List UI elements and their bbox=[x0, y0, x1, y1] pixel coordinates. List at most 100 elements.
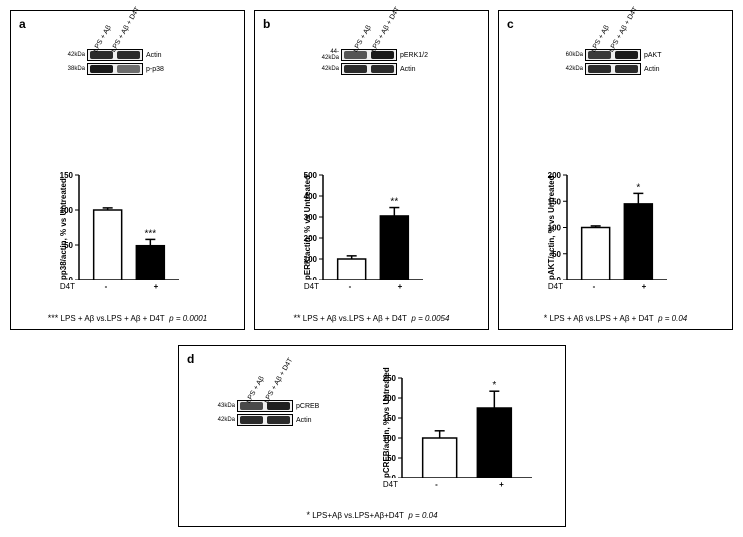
blot-band bbox=[117, 65, 140, 73]
panel-a-stars: *** bbox=[48, 313, 59, 323]
bar-chart-svg: 050100150*** bbox=[51, 161, 185, 280]
x-axis-row: D4T - + bbox=[539, 282, 673, 291]
protein-label: Actin bbox=[293, 417, 312, 424]
panel-b-chart: pERK/actin, % vs Untreated01002003004005… bbox=[295, 161, 429, 291]
x-tick-label: + bbox=[386, 282, 414, 291]
svg-text:**: ** bbox=[390, 197, 398, 208]
panel-c: c LPS + AβLPS + Aβ + D4T60kDapAKT42kDaAc… bbox=[498, 10, 733, 330]
x-tick-label: + bbox=[485, 480, 519, 489]
blot-strip bbox=[237, 414, 293, 426]
blot-band bbox=[615, 65, 638, 73]
panel-b-pvalue: p = 0.0054 bbox=[411, 314, 449, 323]
x-factor-label: D4T bbox=[539, 282, 569, 291]
panel-b-westernblot: LPS + AβLPS + Aβ + D4T44-42kDapERK1/242k… bbox=[315, 25, 428, 75]
blot-band bbox=[371, 65, 394, 73]
panel-d-westernblot: LPS + AβLPS + Aβ + D4T43kDapCREB42kDaAct… bbox=[211, 376, 319, 426]
panel-c-stat: * LPS + Aβ vs.LPS + Aβ + D4T p = 0.04 bbox=[499, 313, 732, 323]
bar-chart-svg: 0100200300400500** bbox=[295, 161, 429, 280]
svg-text:0: 0 bbox=[313, 276, 318, 280]
bar bbox=[423, 438, 457, 478]
bar bbox=[380, 216, 408, 280]
x-tick-label: + bbox=[630, 282, 658, 291]
panel-c-label: c bbox=[507, 17, 514, 31]
protein-label: pERK1/2 bbox=[397, 52, 428, 59]
panel-a-chart: pp38/actin, % vs Untreated050100150***D4… bbox=[51, 161, 185, 291]
panel-b: b LPS + AβLPS + Aβ + D4T44-42kDapERK1/24… bbox=[254, 10, 489, 330]
x-tick-label: - bbox=[92, 282, 120, 291]
panel-c-westernblot: LPS + AβLPS + Aβ + D4T60kDapAKT42kDaActi… bbox=[559, 25, 662, 75]
x-factor-label: D4T bbox=[51, 282, 81, 291]
panel-d: d LPS + AβLPS + Aβ + D4T43kDapCREB42kDaA… bbox=[178, 345, 566, 527]
y-axis-label: pCREB/actin, % vs Untreated bbox=[382, 367, 391, 478]
svg-text:0: 0 bbox=[392, 474, 397, 478]
bar bbox=[477, 408, 511, 478]
x-factor-label: D4T bbox=[374, 480, 404, 489]
panel-a-pvalue: p = 0.0001 bbox=[169, 314, 207, 323]
panel-d-stat: * LPS+Aβ vs.LPS+Aβ+D4T p = 0.04 bbox=[179, 510, 565, 520]
x-factor-label: D4T bbox=[295, 282, 325, 291]
blot-band bbox=[344, 65, 367, 73]
panel-a-stat: *** LPS + Aβ vs.LPS + Aβ + D4T p = 0.000… bbox=[11, 313, 244, 323]
svg-text:***: *** bbox=[144, 228, 156, 239]
protein-label: pCREB bbox=[293, 403, 319, 410]
blot-band bbox=[588, 65, 611, 73]
blot-row: 38kDap-p38 bbox=[61, 63, 164, 75]
blot-row: 42kDa Actin bbox=[559, 63, 662, 75]
svg-text:0: 0 bbox=[69, 276, 74, 280]
mw-label: 43kDa bbox=[211, 403, 237, 409]
x-tick-label: + bbox=[142, 282, 170, 291]
panel-a: a LPS + AβLPS + Aβ + D4T42kDaActin38kDap… bbox=[10, 10, 245, 330]
panel-b-stat-text: LPS + Aβ vs.LPS + Aβ + D4T bbox=[303, 314, 407, 323]
mw-label: 44-42kDa bbox=[315, 49, 341, 61]
panel-b-label: b bbox=[263, 17, 270, 31]
bar bbox=[136, 246, 164, 280]
y-axis-label: pp38/actin, % vs Untreated bbox=[59, 178, 68, 280]
panel-c-stars: * bbox=[544, 313, 548, 323]
panel-c-stat-text: LPS + Aβ vs.LPS + Aβ + D4T bbox=[550, 314, 654, 323]
panel-d-label: d bbox=[187, 352, 194, 366]
panel-c-chart: pAKT/actin, % vs Untreated050100150200*D… bbox=[539, 161, 673, 291]
y-axis-label: pERK/actin, % vs Untreated bbox=[303, 175, 312, 280]
x-tick-label: - bbox=[580, 282, 608, 291]
panel-a-stat-text: LPS + Aβ vs.LPS + Aβ + D4T bbox=[61, 314, 165, 323]
blot-band bbox=[90, 65, 113, 73]
protein-label: Actin bbox=[641, 66, 660, 73]
blot-band bbox=[240, 416, 263, 424]
protein-label: pAKT bbox=[641, 52, 662, 59]
panel-d-pvalue: p = 0.04 bbox=[408, 511, 437, 520]
panel-d-stars: * bbox=[306, 510, 310, 520]
mw-label: 38kDa bbox=[61, 66, 87, 72]
bar bbox=[624, 204, 652, 280]
blot-strip bbox=[341, 63, 397, 75]
mw-label: 42kDa bbox=[61, 52, 87, 58]
blot-row: 42kDa Actin bbox=[211, 414, 319, 426]
x-tick-label: - bbox=[336, 282, 364, 291]
panel-b-stars: ** bbox=[294, 313, 301, 323]
bar bbox=[338, 259, 366, 280]
mw-label: 60kDa bbox=[559, 52, 585, 58]
blot-band bbox=[267, 416, 290, 424]
panel-b-stat: ** LPS + Aβ vs.LPS + Aβ + D4T p = 0.0054 bbox=[255, 313, 488, 323]
svg-text:0: 0 bbox=[557, 276, 562, 280]
mw-label: 42kDa bbox=[315, 66, 341, 72]
mw-label: 42kDa bbox=[211, 417, 237, 423]
svg-text:*: * bbox=[636, 182, 640, 193]
x-axis-row: D4T - + bbox=[51, 282, 185, 291]
bar bbox=[94, 210, 122, 280]
panel-a-westernblot: LPS + AβLPS + Aβ + D4T42kDaActin38kDap-p… bbox=[61, 25, 164, 75]
x-axis-row: D4T - + bbox=[374, 480, 538, 489]
bar-chart-svg: 050100150200* bbox=[539, 161, 673, 280]
x-axis-row: D4T - + bbox=[295, 282, 429, 291]
bar bbox=[582, 228, 610, 281]
x-tick-label: - bbox=[420, 480, 454, 489]
panel-d-stat-text: LPS+Aβ vs.LPS+Aβ+D4T bbox=[312, 511, 404, 520]
blot-strip bbox=[585, 63, 641, 75]
blot-strip bbox=[87, 63, 143, 75]
panel-d-chart: pCREB/actin, % vs Untreated0501001502002… bbox=[374, 364, 538, 489]
svg-text:*: * bbox=[492, 380, 496, 391]
bar-chart-svg: 050100150200250* bbox=[374, 364, 538, 478]
blot-row: 42kDaActin bbox=[315, 63, 428, 75]
panel-c-pvalue: p = 0.04 bbox=[658, 314, 687, 323]
protein-label: Actin bbox=[143, 52, 162, 59]
mw-label: 42kDa bbox=[559, 66, 585, 72]
